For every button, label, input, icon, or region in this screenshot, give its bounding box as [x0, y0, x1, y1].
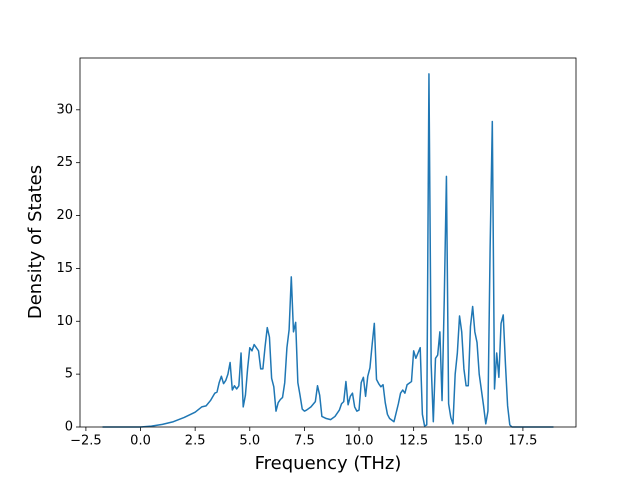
x-tick-label: 7.5 — [294, 434, 315, 449]
y-tick-label: 30 — [56, 102, 73, 117]
line-series — [102, 73, 554, 428]
x-tick-label: 2.5 — [185, 434, 206, 449]
x-tick-label: 15.0 — [454, 434, 483, 449]
y-tick-label: 5 — [65, 367, 73, 382]
x-tick-label: 5.0 — [239, 434, 260, 449]
y-tick-label: 25 — [56, 155, 73, 170]
y-tick-label: 0 — [65, 420, 73, 435]
x-tick-label: −2.5 — [70, 434, 102, 449]
x-tick-label: 17.5 — [508, 434, 537, 449]
x-tick-label: 12.5 — [399, 434, 428, 449]
y-tick-label: 15 — [56, 261, 73, 276]
y-axis-label: Density of States — [25, 165, 46, 319]
x-axis-label: Frequency (THz) — [255, 453, 402, 474]
y-tick-label: 10 — [56, 314, 73, 329]
plot-frame — [79, 57, 577, 428]
y-tick-label: 20 — [56, 208, 73, 223]
x-tick-label: 0.0 — [130, 434, 151, 449]
x-tick-label: 10.0 — [345, 434, 374, 449]
